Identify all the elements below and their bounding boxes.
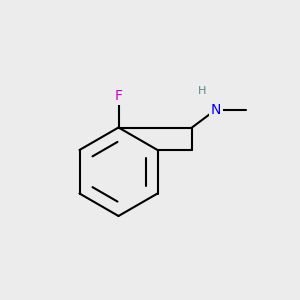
Text: F: F — [115, 89, 122, 103]
Text: N: N — [211, 103, 221, 116]
Text: H: H — [197, 86, 206, 97]
